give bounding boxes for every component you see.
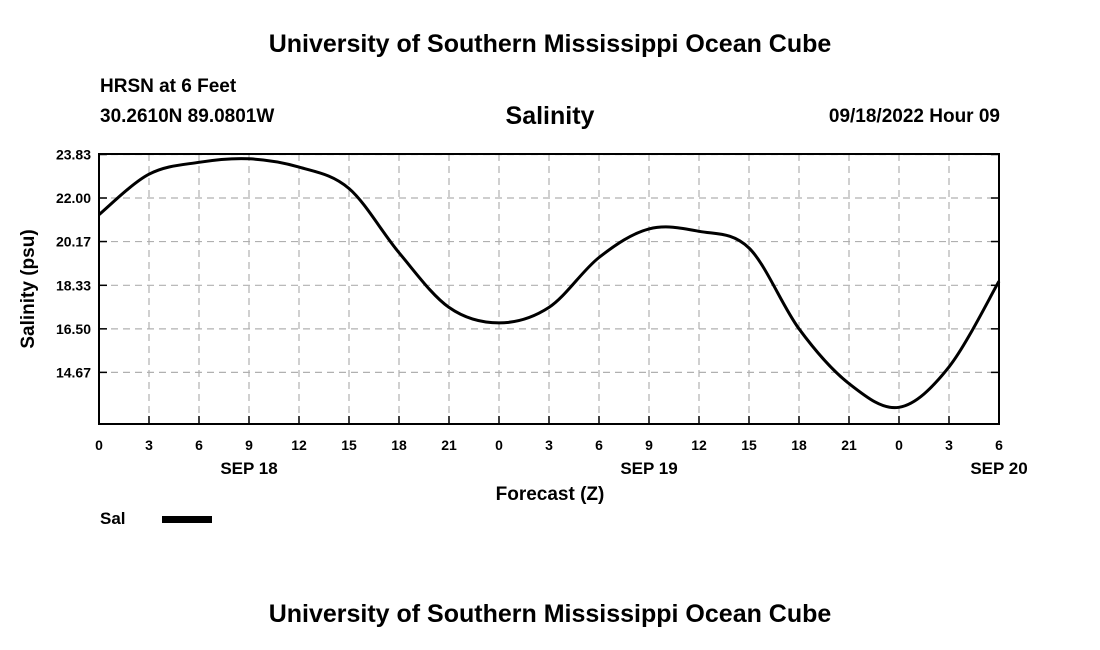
x-tick-label: 12 (291, 437, 307, 453)
x-tick-label: 15 (341, 437, 357, 453)
series-group (98, 157, 1001, 410)
day-label: SEP 19 (620, 459, 677, 478)
footer-title: University of Southern Mississippi Ocean… (268, 600, 832, 628)
variable-title: Salinity (505, 102, 595, 130)
x-tick-labels: 0 3 6 9 12 15 18 21 0 3 6 9 12 15 18 21 0 3 6 (95, 437, 1003, 453)
x-axis-label: Forecast (Z) (496, 484, 605, 505)
day-labels: SEP 18 SEP 19 SEP 20 (220, 459, 1027, 478)
day-label: SEP 18 (220, 459, 277, 478)
station-name: HRSN at 6 Feet (100, 76, 237, 97)
y-tick-label: 18.33 (56, 277, 91, 293)
day-label: SEP 20 (970, 459, 1027, 478)
x-tick-label: 6 (995, 437, 1003, 453)
y-tick-label: 22.00 (56, 190, 91, 206)
chart-title: University of Southern Mississippi Ocean… (268, 30, 832, 58)
y-tick-label: 23.83 (56, 146, 91, 162)
grid-lines (99, 153, 999, 424)
x-tick-label: 21 (441, 437, 457, 453)
x-tick-label: 3 (945, 437, 953, 453)
x-tick-label: 6 (195, 437, 203, 453)
x-tick-label: 0 (95, 437, 103, 453)
y-tick-label: 20.17 (56, 234, 91, 250)
station-coordinates: 30.2610N 89.0801W (100, 106, 275, 127)
x-tick-label: 9 (645, 437, 653, 453)
y-tick-label: 16.50 (56, 321, 91, 337)
x-tick-label: 12 (691, 437, 707, 453)
x-tick-label: 3 (145, 437, 153, 453)
issue-time: 09/18/2022 Hour 09 (828, 106, 1000, 127)
x-tick-label: 18 (791, 437, 807, 453)
x-tick-label: 0 (495, 437, 503, 453)
x-tick-label: 6 (595, 437, 603, 453)
x-tick-label: 3 (545, 437, 553, 453)
plot-frame (98, 153, 1000, 425)
x-tick-label: 21 (841, 437, 857, 453)
legend-label: Sal (100, 509, 126, 528)
x-tick-label: 18 (391, 437, 407, 453)
y-axis-label: Salinity (psu) (18, 229, 39, 348)
x-tick-label: 15 (741, 437, 757, 453)
x-tick-label: 0 (895, 437, 903, 453)
y-tick-label: 14.67 (56, 364, 91, 380)
y-tick-labels: 23.83 22.00 20.17 18.33 16.50 14.67 (56, 146, 91, 380)
legend-swatch (162, 516, 212, 523)
x-tick-label: 9 (245, 437, 253, 453)
